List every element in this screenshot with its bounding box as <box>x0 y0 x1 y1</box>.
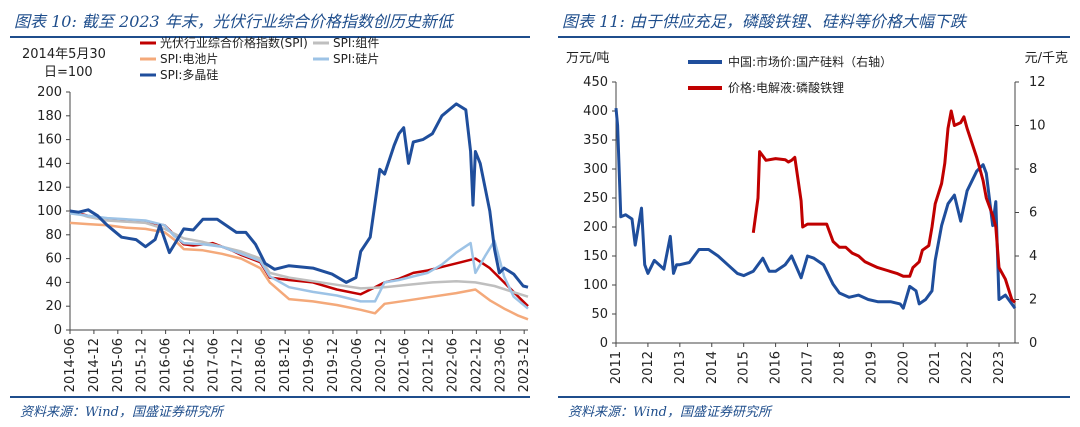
legend-label: 中国:市场价:国产硅料（右轴） <box>728 54 892 69</box>
x-tick-label: 2021 <box>928 351 943 384</box>
y-tick-label: 450 <box>583 75 608 90</box>
x-tick-label: 2022-06 <box>445 338 460 392</box>
left-chart-panel: 图表 10: 截至 2023 年末，光伏行业综合价格指数创历史新低 2014年5… <box>10 12 532 420</box>
x-tick-label: 2022-12 <box>469 338 484 392</box>
y-tick-label: 80 <box>45 228 62 243</box>
left-axis-unit: 万元/吨 <box>566 51 609 66</box>
y-tick-label-right: 4 <box>1029 249 1037 264</box>
x-tick-label: 2019-06 <box>302 338 317 392</box>
x-tick-label: 2013 <box>673 351 688 384</box>
x-tick-label: 2017-12 <box>230 338 245 392</box>
y-unit-label: 2014年5月30 <box>22 47 106 62</box>
legend-label: SPI:硅片 <box>333 52 379 66</box>
x-tick-label: 2014 <box>705 351 720 384</box>
y-tick-label: 180 <box>37 109 62 124</box>
chart-title: 图表 11: 由于供应充足，磷酸铁锂、硅料等价格大幅下跌 <box>562 12 966 31</box>
y-tick-label: 160 <box>37 133 62 148</box>
y-tick-label: 120 <box>37 180 62 195</box>
y-tick-label: 150 <box>583 249 608 264</box>
right-chart-panel: 图表 11: 由于供应充足，磷酸铁锂、硅料等价格大幅下跌 万元/吨 元/千克 0 50… <box>548 0 1080 427</box>
left-chart-svg: 2014年5月30 日=100 0 20 40 60 80 100 120 140 160 180 20… <box>22 35 532 392</box>
y-tick-label: 100 <box>583 278 608 293</box>
x-tick-label: 2012 <box>641 351 656 384</box>
source-divider <box>10 396 530 398</box>
x-tick-label: 2019-12 <box>326 338 341 392</box>
title-divider <box>10 36 530 38</box>
y-unit-label: 日=100 <box>44 65 93 80</box>
y-tick-label-right: 2 <box>1029 293 1037 308</box>
x-tick-label: 2020 <box>896 351 911 384</box>
x-tick-label: 2014-06 <box>63 338 78 392</box>
series-line <box>69 102 529 289</box>
y-tick-label: 20 <box>45 299 62 314</box>
x-tick-label: 2015-06 <box>111 338 126 392</box>
title-divider <box>558 36 1070 38</box>
x-tick-label: 2016-06 <box>159 338 174 392</box>
y-tick-label: 100 <box>37 204 62 219</box>
y-tick-label-right: 6 <box>1029 206 1037 221</box>
x-tick-label: 2016 <box>769 351 784 384</box>
y-tick-label-right: 8 <box>1029 162 1037 177</box>
source-note: 资料来源：Wind，国盛证券研究所 <box>568 405 771 420</box>
x-tick-label: 2020-06 <box>350 338 365 392</box>
y-tick-label: 40 <box>45 275 62 290</box>
y-tick-label-right: 12 <box>1029 75 1046 90</box>
y-tick-label: 50 <box>591 307 608 322</box>
y-tick-label: 250 <box>583 191 608 206</box>
x-tick-label: 2017-06 <box>206 338 221 392</box>
y-tick-label: 0 <box>54 323 62 338</box>
x-tick-label: 2021-12 <box>422 338 437 392</box>
x-tick-label: 2018-06 <box>254 338 269 392</box>
y-tick-label: 200 <box>583 220 608 235</box>
legend-label: SPI:多晶硅 <box>160 68 218 82</box>
y-tick-label: 200 <box>37 85 62 100</box>
x-tick-label: 2018-12 <box>278 338 293 392</box>
y-tick-label: 400 <box>583 104 608 119</box>
x-tick-label: 2011 <box>609 351 624 384</box>
series-line <box>69 209 529 298</box>
x-tick-label: 2019 <box>864 351 879 384</box>
y-tick-label: 140 <box>37 156 62 171</box>
x-tick-label: 2015 <box>737 351 752 384</box>
legend-label: SPI:组件 <box>333 36 379 50</box>
series-line <box>614 107 1017 310</box>
x-tick-label: 2021-06 <box>398 338 413 392</box>
x-tick-label: 2018 <box>832 351 847 384</box>
x-tick-label: 2023 <box>992 351 1007 384</box>
x-tick-label: 2020-12 <box>374 338 389 392</box>
y-tick-label: 300 <box>583 162 608 177</box>
x-tick-label: 2014-12 <box>87 338 102 392</box>
legend-label: 光伏行业综合价格指数(SPI) <box>160 35 308 50</box>
y-tick-label: 60 <box>45 252 62 267</box>
x-tick-label: 2017 <box>801 351 816 384</box>
y-tick-label-right: 0 <box>1029 336 1037 351</box>
series-line <box>69 221 529 321</box>
y-tick-label: 350 <box>583 133 608 148</box>
chart-title: 图表 10: 截至 2023 年末，光伏行业综合价格指数创历史新低 <box>14 12 453 31</box>
series-line <box>69 212 529 310</box>
right-chart-svg: 万元/吨 元/千克 0 50 100 150 200 250 300 350 400 450 0 2 4 6 8… <box>566 51 1068 384</box>
x-tick-label: 2023-06 <box>493 338 508 392</box>
x-tick-label: 2022 <box>960 351 975 384</box>
x-tick-label: 2016-12 <box>183 338 198 392</box>
x-tick-label: 2015-12 <box>135 338 150 392</box>
source-note: 资料来源：Wind，国盛证券研究所 <box>20 405 223 420</box>
source-divider <box>558 396 1070 398</box>
right-axis-unit: 元/千克 <box>1025 51 1068 66</box>
legend-label: 价格:电解液:磷酸铁锂 <box>728 80 844 95</box>
y-tick-label: 0 <box>600 336 608 351</box>
x-tick-label: 2023-12 <box>517 338 532 392</box>
series-line <box>751 109 1017 304</box>
y-tick-label-right: 10 <box>1029 119 1046 134</box>
legend-label: SPI:电池片 <box>160 52 218 66</box>
